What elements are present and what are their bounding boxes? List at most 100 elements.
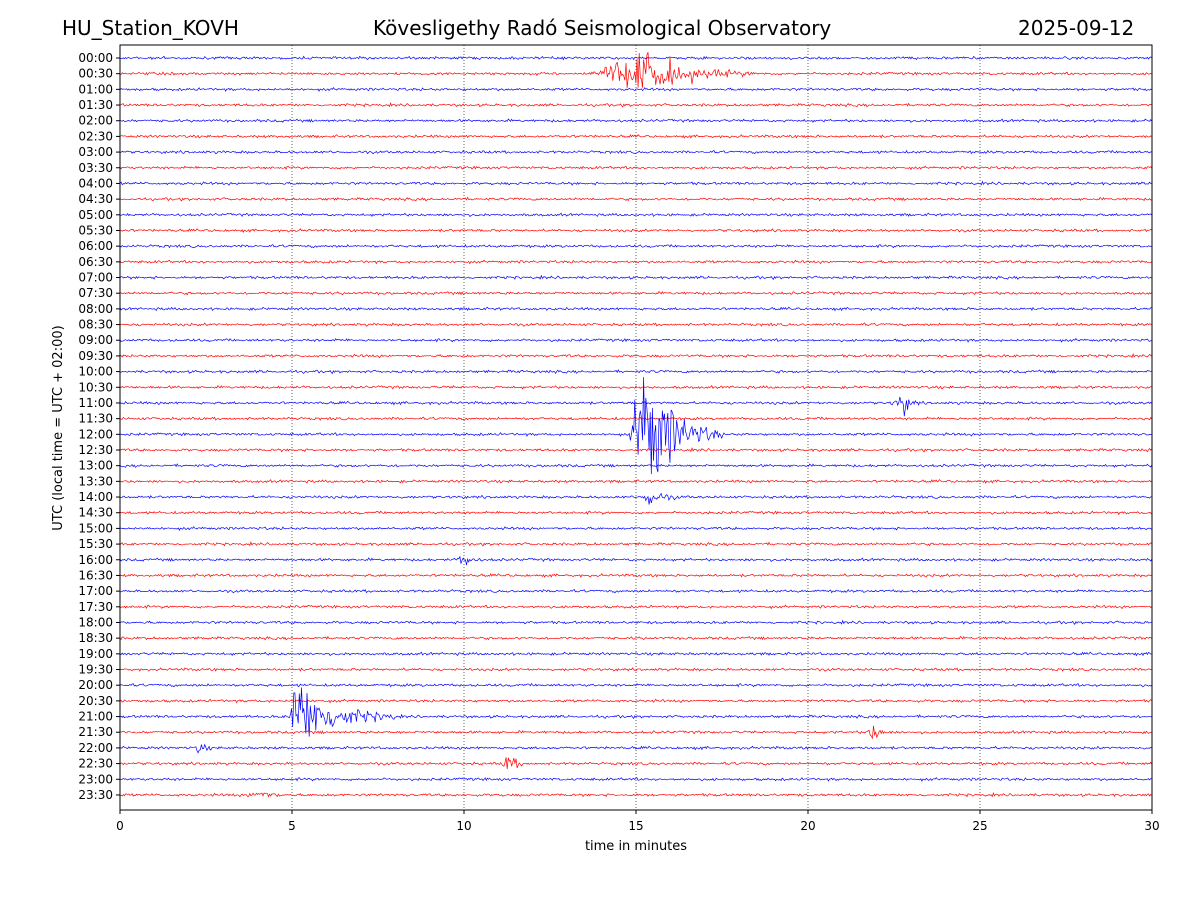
x-tick-label: 30 [1144, 819, 1159, 833]
trace-0400 [119, 180, 1152, 186]
x-tick-label: 20 [800, 819, 815, 833]
chart-date: 2025-09-12 [1018, 16, 1135, 40]
y-tick-label: 23:30 [78, 788, 113, 802]
y-tick-label: 01:30 [78, 98, 113, 112]
trace-2230 [119, 757, 1153, 770]
y-axis-label: UTC (local time = UTC + 02:00) [51, 325, 66, 530]
x-axis: 0 5 10 15 20 25 30 [116, 810, 1160, 833]
x-axis-label: time in minutes [585, 839, 687, 854]
y-tick-label: 21:00 [78, 710, 113, 724]
trace-2330 [119, 792, 1153, 798]
trace-1030 [119, 384, 1152, 390]
y-tick-label: 19:30 [78, 663, 113, 677]
trace-1430 [119, 510, 1153, 516]
trace-1530 [119, 541, 1153, 547]
trace-2200 [119, 743, 1152, 754]
x-tick-label: 15 [628, 819, 643, 833]
trace-0500 [119, 212, 1153, 218]
trace-0300 [119, 149, 1152, 155]
y-tick-label: 18:30 [78, 631, 113, 645]
y-tick-label: 20:00 [78, 678, 113, 692]
trace-1930 [119, 667, 1152, 672]
x-tick-label: 25 [972, 819, 987, 833]
y-tick-label: 03:30 [78, 161, 113, 175]
trace-lines [119, 52, 1153, 798]
trace-1600 [119, 555, 1153, 566]
x-tick-label: 5 [288, 819, 296, 833]
trace-0430 [119, 196, 1152, 202]
y-tick-label: 10:00 [78, 365, 113, 379]
trace-0630 [119, 259, 1152, 265]
trace-0130 [119, 102, 1152, 108]
y-tick-label: 09:00 [78, 333, 113, 347]
trace-0000 [119, 55, 1153, 61]
trace-0730 [119, 290, 1153, 296]
trace-0830 [119, 322, 1152, 327]
y-tick-label: 16:30 [78, 568, 113, 582]
trace-1900 [119, 651, 1152, 657]
trace-2030 [119, 698, 1153, 704]
y-tick-label: 20:30 [78, 694, 113, 708]
y-tick-label: 02:30 [78, 129, 113, 143]
trace-1700 [119, 588, 1153, 594]
y-tick-label: 08:00 [78, 302, 113, 316]
y-tick-label: 07:00 [78, 271, 113, 285]
trace-0200 [119, 118, 1153, 123]
trace-0900 [119, 337, 1152, 343]
y-tick-label: 11:00 [78, 396, 113, 410]
trace-0330 [119, 165, 1153, 171]
y-tick-label: 17:30 [78, 600, 113, 614]
chart-title: Kövesligethy Radó Seismological Observat… [373, 16, 832, 40]
y-tick-label: 02:00 [78, 114, 113, 128]
y-tick-label: 18:00 [78, 615, 113, 629]
trace-1730 [119, 604, 1153, 610]
trace-1800 [119, 619, 1152, 625]
y-tick-label: 22:30 [78, 757, 113, 771]
trace-1130 [119, 416, 1153, 421]
y-tick-label: 21:30 [78, 725, 113, 739]
y-tick-label: 23:00 [78, 772, 113, 786]
y-tick-label: 09:30 [78, 349, 113, 363]
y-tick-label: 00:00 [78, 51, 113, 65]
trace-0100 [119, 87, 1152, 92]
trace-1830 [119, 635, 1153, 641]
trace-0700 [119, 274, 1152, 281]
y-tick-label: 03:00 [78, 145, 113, 159]
trace-2130 [119, 725, 1152, 740]
y-tick-label: 15:30 [78, 537, 113, 551]
trace-2000 [119, 682, 1153, 688]
station-name: HU_Station_KOVH [62, 16, 239, 40]
trace-2300 [119, 776, 1152, 782]
trace-1400 [119, 492, 1152, 505]
y-tick-label: 14:00 [78, 490, 113, 504]
y-tick-label: 06:00 [78, 239, 113, 253]
y-tick-label: 17:00 [78, 584, 113, 598]
y-tick-label: 13:00 [78, 459, 113, 473]
y-tick-label: 01:00 [78, 82, 113, 96]
y-tick-label: 12:00 [78, 427, 113, 441]
y-tick-label: 15:00 [78, 521, 113, 535]
y-tick-label: 08:30 [78, 318, 113, 332]
y-tick-label: 05:00 [78, 208, 113, 222]
y-tick-label: 10:30 [78, 380, 113, 394]
plot-frame [119, 44, 1153, 811]
y-tick-label: 07:30 [78, 286, 113, 300]
trace-2100 [119, 687, 1152, 737]
trace-1230 [119, 447, 1153, 453]
y-tick-label: 11:30 [78, 412, 113, 426]
trace-0600 [119, 243, 1152, 249]
trace-1200 [119, 377, 1152, 475]
y-tick-label: 13:30 [78, 474, 113, 488]
trace-1500 [119, 526, 1152, 531]
y-tick-label: 04:00 [78, 176, 113, 190]
y-tick-label: 22:00 [78, 741, 113, 755]
trace-1100 [119, 396, 1153, 417]
trace-1000 [119, 369, 1152, 375]
trace-0930 [119, 353, 1153, 359]
trace-1330 [119, 479, 1153, 484]
trace-1630 [119, 573, 1152, 578]
trace-0030 [119, 52, 1152, 88]
y-tick-label: 05:30 [78, 223, 113, 237]
y-tick-label: 12:30 [78, 443, 113, 457]
